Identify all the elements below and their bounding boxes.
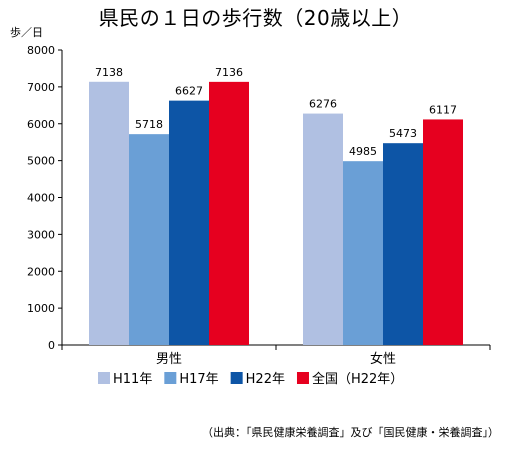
y-tick-label: 2000: [27, 265, 55, 278]
legend-swatch: [296, 372, 309, 384]
bar-value-label: 7138: [95, 66, 123, 79]
bar: [129, 134, 169, 345]
bar-value-label: 6117: [429, 103, 457, 116]
bar: [169, 100, 209, 346]
bar: [423, 119, 463, 345]
bar-value-label: 5473: [389, 127, 417, 140]
y-tick-label: 3000: [27, 228, 55, 241]
chart-title: 県民の１日の歩行数（20歳以上）: [98, 6, 413, 30]
bar: [383, 143, 423, 345]
x-category-label: 女性: [370, 351, 396, 367]
source-note: （出典：「県民健康栄養調査」及び「国民健康・栄養調査」）: [202, 426, 499, 439]
bar: [89, 81, 129, 345]
x-category-label: 男性: [156, 352, 182, 367]
legend-label: H17年: [179, 372, 218, 387]
y-tick-label: 5000: [27, 155, 55, 168]
chart-data-labels: 7138 5718 6627 7136 6276 4985 5473 6117: [95, 66, 457, 158]
legend-label: 全国（H22年）: [312, 371, 403, 387]
bar: [209, 81, 249, 346]
y-axis-unit-label: 歩／日: [10, 26, 43, 39]
bar: [343, 161, 383, 345]
legend-label: H22年: [246, 372, 285, 387]
bar-value-label: 7136: [215, 66, 243, 79]
legend-swatch: [98, 372, 110, 384]
bar: [303, 113, 343, 345]
y-tick-label: 1000: [27, 302, 55, 315]
y-tick-label: 0: [48, 339, 55, 352]
legend-label: H11年: [113, 372, 152, 387]
bar-value-label: 4985: [349, 145, 377, 158]
chart-axes: 0 1000 2000 3000 4000 5000 6000 7000 8000 男性 女性: [27, 44, 491, 367]
bar-value-label: 6276: [309, 98, 337, 111]
y-tick-label: 8000: [27, 44, 55, 57]
bar-value-label: 6627: [175, 85, 203, 98]
chart-legend: H11年 H17年 H22年 全国（H22年）: [98, 371, 403, 387]
bar-value-label: 5718: [135, 118, 163, 131]
y-tick-label: 6000: [27, 118, 55, 131]
legend-swatch: [230, 372, 243, 384]
chart-bars: [89, 81, 463, 346]
y-tick-label: 7000: [27, 81, 55, 94]
y-tick-label: 4000: [27, 192, 55, 205]
legend-swatch: [164, 372, 177, 384]
